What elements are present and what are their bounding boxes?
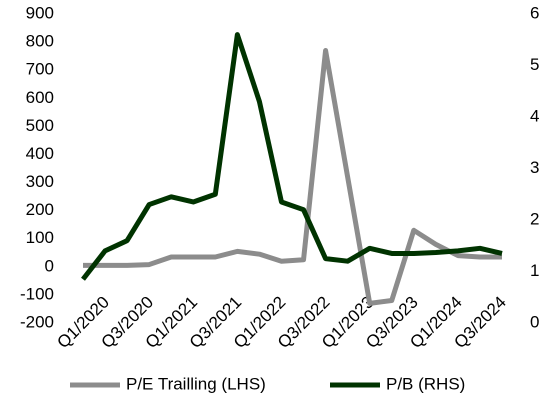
y2-tick-label: 6 <box>530 3 539 22</box>
legend-label: P/B (RHS) <box>386 374 465 393</box>
y-tick-label: 600 <box>26 88 54 107</box>
y-tick-label: 300 <box>26 172 54 191</box>
y-tick-label: 800 <box>26 32 54 51</box>
y-tick-label: 900 <box>26 3 54 22</box>
y2-tick-label: 4 <box>530 106 539 125</box>
y2-tick-label: 1 <box>530 261 539 280</box>
series-line <box>83 48 502 306</box>
y-tick-label: -100 <box>20 284 54 303</box>
legend-label: P/E Trailling (LHS) <box>126 374 266 393</box>
series-line <box>81 32 503 281</box>
y-tick-label: 500 <box>26 116 54 135</box>
y-tick-label: 700 <box>26 60 54 79</box>
y-tick-label: 200 <box>26 200 54 219</box>
y-tick-label: 400 <box>26 144 54 163</box>
y2-tick-label: 5 <box>530 55 539 74</box>
y2-tick-label: 2 <box>530 209 539 228</box>
y-tick-label: 100 <box>26 228 54 247</box>
y-tick-label: -200 <box>20 312 54 331</box>
y2-tick-label: 0 <box>530 312 539 331</box>
y2-tick-label: 3 <box>530 158 539 177</box>
y-tick-label: 0 <box>45 256 54 275</box>
